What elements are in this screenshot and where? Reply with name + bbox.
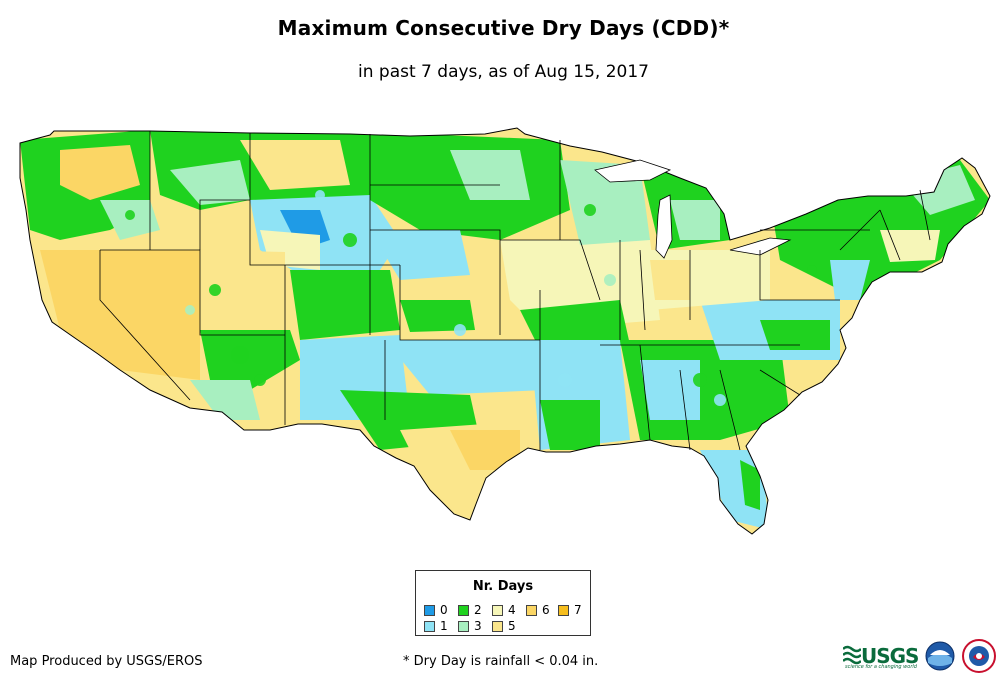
legend-item-1: 1 <box>424 619 448 633</box>
legend-item-6: 6 <box>526 603 550 617</box>
legend-swatch-6 <box>526 604 537 616</box>
dry-day-footnote: * Dry Day is rainfall < 0.04 in. <box>403 654 599 669</box>
map-title: Maximum Consecutive Dry Days (CDD)* <box>277 16 730 40</box>
us-map-svg <box>19 127 991 535</box>
map-subtitle: in past 7 days, as of Aug 15, 2017 <box>358 62 649 82</box>
legend-title: Nr. Days <box>472 579 534 594</box>
legend-item-7: 7 <box>558 603 582 617</box>
legend-label-2: 2 <box>474 603 482 617</box>
legend-item-4: 4 <box>492 603 516 617</box>
legend-swatch-0 <box>424 604 435 616</box>
legend-swatch-5 <box>492 620 503 632</box>
cdd-map <box>0 118 1007 548</box>
legend-swatch-4 <box>492 604 503 616</box>
usgs-logo-text: USGS <box>861 644 919 668</box>
us-outline <box>19 127 991 535</box>
legend-label-6: 6 <box>542 603 550 617</box>
lake-michigan <box>655 194 673 259</box>
state-boundaries <box>99 131 931 451</box>
map-credit: Map Produced by USGS/EROS <box>10 654 203 669</box>
legend-label-5: 5 <box>508 619 516 633</box>
usgs-logo: USGS science for a changing world <box>843 642 919 670</box>
lake-erie <box>729 237 792 256</box>
legend-item-5: 5 <box>492 619 516 633</box>
lake-superior <box>594 159 672 183</box>
legend-item-3: 3 <box>458 619 482 633</box>
legend-label-7: 7 <box>574 603 582 617</box>
cdd-regions <box>20 130 990 530</box>
legend-swatch-3 <box>458 620 469 632</box>
legend: Nr. Days 0 1 2 3 4 5 6 7 <box>415 570 591 636</box>
legend-label-3: 3 <box>474 619 482 633</box>
legend-label-1: 1 <box>440 619 448 633</box>
legend-item-2: 2 <box>458 603 482 617</box>
legend-swatch-1 <box>424 620 435 632</box>
legend-swatch-7 <box>558 604 569 616</box>
noaa-logo-icon <box>925 641 955 671</box>
legend-swatch-2 <box>458 604 469 616</box>
usgs-tagline: science for a changing world <box>845 664 917 670</box>
nws-logo-icon <box>962 639 996 673</box>
legend-label-0: 0 <box>440 603 448 617</box>
usgs-wave-icon <box>843 645 861 665</box>
legend-label-4: 4 <box>508 603 516 617</box>
legend-item-0: 0 <box>424 603 448 617</box>
